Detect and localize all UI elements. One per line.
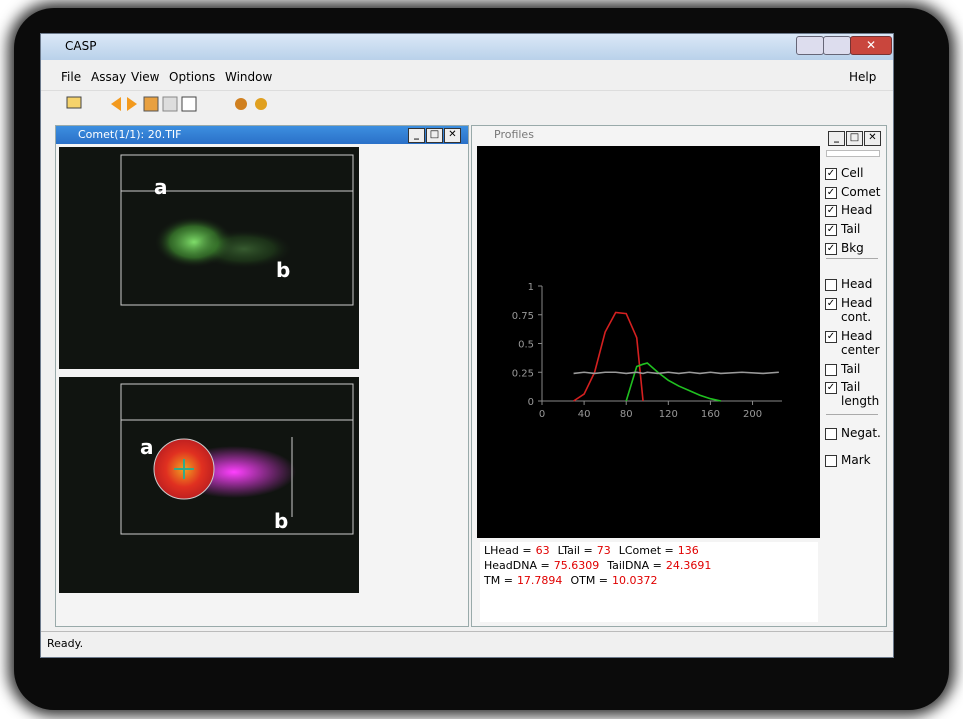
result-label: TailDNA = <box>607 559 662 572</box>
checkbox-label[interactable]: Tail length <box>841 380 885 408</box>
x-tick-label: 0 <box>539 409 545 420</box>
result-value: 63 <box>536 544 550 557</box>
child-close[interactable]: ✕ <box>864 131 881 146</box>
checkbox[interactable]: ✓ <box>825 243 837 255</box>
checkbox[interactable]: ✓ <box>825 331 837 343</box>
x-tick-label: 200 <box>743 409 762 420</box>
checkbox-label[interactable]: Bkg <box>841 241 885 255</box>
toolbar-icons <box>41 91 271 117</box>
profile-line <box>574 372 779 373</box>
status-text: Ready. <box>47 637 83 650</box>
result-label: TM = <box>484 574 513 587</box>
child-maximize[interactable]: □ <box>426 128 443 143</box>
x-tick-label: 80 <box>620 409 633 420</box>
window-title: CASP <box>65 39 96 53</box>
checkbox-label[interactable]: Head <box>841 203 885 217</box>
profile-plot: 0 0.25 0.5 0.75 1 0 40 80 120 160 200 <box>477 146 820 538</box>
checkbox[interactable] <box>825 364 837 376</box>
toolbar <box>41 90 893 117</box>
result-value: 10.0372 <box>612 574 658 587</box>
result-label: LComet = <box>619 544 674 557</box>
y-tick-label: 0.25 <box>512 368 534 379</box>
menu-item[interactable]: Window <box>225 70 272 84</box>
page: {"window":{"title":"CASP","menu":["File"… <box>0 0 963 719</box>
profile-line <box>574 312 643 401</box>
result-label: HeadDNA = <box>484 559 550 572</box>
result-value: 17.7894 <box>517 574 563 587</box>
child-maximize[interactable]: □ <box>846 131 863 146</box>
checkbox-label[interactable]: Head cont. <box>841 296 885 324</box>
checkbox[interactable]: ✓ <box>825 168 837 180</box>
separator <box>826 258 878 259</box>
region-label: b <box>274 509 288 533</box>
menu-item[interactable]: Options <box>169 70 215 84</box>
menu-bar: File Assay View Options Window <box>41 64 893 88</box>
checkbox-label[interactable]: Negat. <box>841 426 885 440</box>
scroll-thumb <box>826 150 880 157</box>
menu-item[interactable]: View <box>131 70 159 84</box>
checkbox[interactable] <box>825 428 837 440</box>
checkbox[interactable]: ✓ <box>825 298 837 310</box>
child-minimize[interactable]: _ <box>828 131 845 146</box>
menu-help[interactable]: Help <box>849 70 876 84</box>
title-bar: CASP ✕ <box>41 34 893 60</box>
y-tick-label: 1 <box>528 282 534 293</box>
checkbox[interactable] <box>825 455 837 467</box>
profiles-title: Profiles <box>494 128 534 141</box>
child-minimize[interactable]: _ <box>408 128 425 143</box>
region-label: a <box>140 435 154 459</box>
result-line: HeadDNA = 75.6309 TailDNA = 24.3691 <box>484 560 818 572</box>
result-line: TM = 17.7894 OTM = 10.0372 <box>484 575 818 587</box>
status-bar: Ready. <box>41 631 893 656</box>
checkbox-label[interactable]: Cell <box>841 166 885 180</box>
maximize-button[interactable] <box>823 36 851 55</box>
checkbox[interactable]: ✓ <box>825 187 837 199</box>
checkbox-label[interactable]: Tail <box>841 222 885 236</box>
checkbox-label[interactable]: Tail <box>841 362 885 376</box>
child-close[interactable]: ✕ <box>444 128 461 143</box>
result-value: 73 <box>597 544 611 557</box>
app-window: CASP ✕ File Assay View Options Window Help C… <box>40 33 894 658</box>
result-label: LTail = <box>558 544 593 557</box>
checkbox[interactable]: ✓ <box>825 205 837 217</box>
checkbox-label[interactable]: Comet <box>841 185 885 199</box>
result-label: LHead = <box>484 544 532 557</box>
menu-item[interactable]: Assay <box>91 70 126 84</box>
checkbox[interactable]: ✓ <box>825 224 837 236</box>
y-tick-label: 0.75 <box>512 311 534 322</box>
checkbox-label[interactable]: Mark <box>841 453 885 467</box>
y-tick-label: 0.5 <box>518 340 534 351</box>
close-button[interactable]: ✕ <box>850 36 892 55</box>
result-line: LHead = 63 LTail = 73 LComet = 136 <box>484 545 818 557</box>
menu-item[interactable]: File <box>61 70 81 84</box>
comet-title: Comet(1/1): 20.TIF <box>78 128 181 141</box>
checkbox-label[interactable]: Head <box>841 277 885 291</box>
checkbox-panel: ✓ Cell ✓ Comet ✓ Head ✓ Tail ✓ Bkg Head ✓ Head cont.… <box>822 146 884 616</box>
x-tick-label: 160 <box>701 409 720 420</box>
x-tick-label: 40 <box>578 409 591 420</box>
separator <box>826 414 878 415</box>
comet-window: Comet(1/1): 20.TIF _ □ ✕ a b a b <box>55 125 469 627</box>
profiles-window: Profiles _ □ ✕ 0 0.25 0.5 0.75 1 0 40 80 120 160 2… <box>471 125 887 627</box>
comet-title-bar: Comet(1/1): 20.TIF <box>56 126 468 144</box>
region-label: a <box>154 175 168 199</box>
checkbox[interactable] <box>825 279 837 291</box>
comet-images <box>59 147 361 617</box>
result-label: OTM = <box>570 574 608 587</box>
results-box: LHead = 63 LTail = 73 LComet = 136 HeadDNA = 75… <box>480 542 818 622</box>
x-tick-label: 120 <box>659 409 678 420</box>
result-value: 75.6309 <box>554 559 600 572</box>
checkbox[interactable]: ✓ <box>825 382 837 394</box>
checkbox-label[interactable]: Head center <box>841 329 885 357</box>
y-tick-label: 0 <box>528 397 534 408</box>
axis <box>542 286 782 401</box>
region-label: b <box>276 258 290 282</box>
result-value: 136 <box>678 544 699 557</box>
minimize-button[interactable] <box>796 36 824 55</box>
result-value: 24.3691 <box>666 559 712 572</box>
profiles-title-bar: Profiles <box>472 126 886 144</box>
